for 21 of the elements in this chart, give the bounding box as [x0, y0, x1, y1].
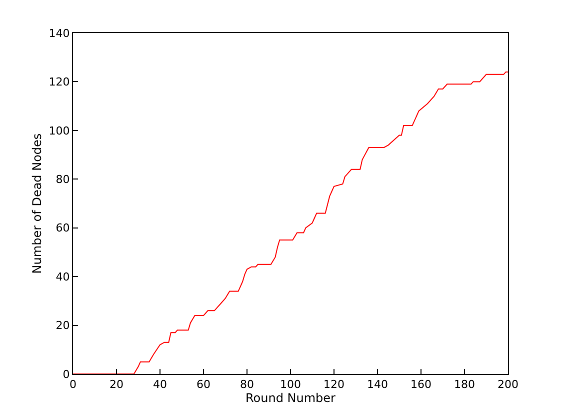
x-tick-label: 100: [280, 378, 301, 392]
x-tick-label: 140: [367, 378, 388, 392]
y-tick-label: 20: [56, 319, 70, 332]
y-tick-label: 100: [48, 124, 70, 138]
y-tick-label: 40: [56, 270, 70, 284]
y-tick-label: 80: [56, 172, 70, 186]
y-tick-label: 120: [48, 76, 70, 89]
x-tick-label: 80: [240, 378, 254, 392]
y-axis-title: Number of Dead Nodes: [30, 133, 44, 274]
x-tick-label: 160: [410, 378, 432, 392]
y-tick-label: 0: [62, 368, 70, 381]
y-tick-label: 60: [56, 222, 70, 235]
x-tick-label: 200: [498, 378, 518, 392]
x-tick-label: 60: [196, 378, 210, 392]
x-axis-title: Round Number: [246, 391, 336, 406]
x-tick-label: 40: [153, 378, 167, 392]
x-tick-label: 180: [454, 378, 475, 392]
x-tick-label: 120: [324, 378, 344, 392]
line-series: [73, 71, 508, 374]
y-tick-label: 140: [48, 26, 70, 40]
x-tick-label: 20: [110, 378, 124, 392]
